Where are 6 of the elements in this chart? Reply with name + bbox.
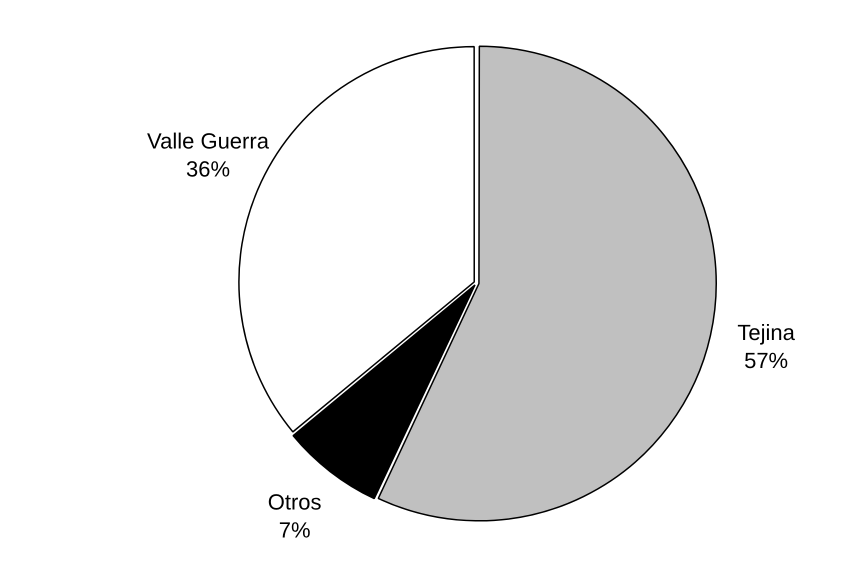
- slice-label: Tejina: [737, 320, 796, 345]
- data-label: 36%: [186, 156, 230, 182]
- data-label: 7%: [278, 518, 311, 543]
- data-label: 57%: [744, 348, 788, 373]
- slice-label: Valle Guerra: [147, 128, 270, 154]
- slice-label: Otros: [268, 490, 322, 515]
